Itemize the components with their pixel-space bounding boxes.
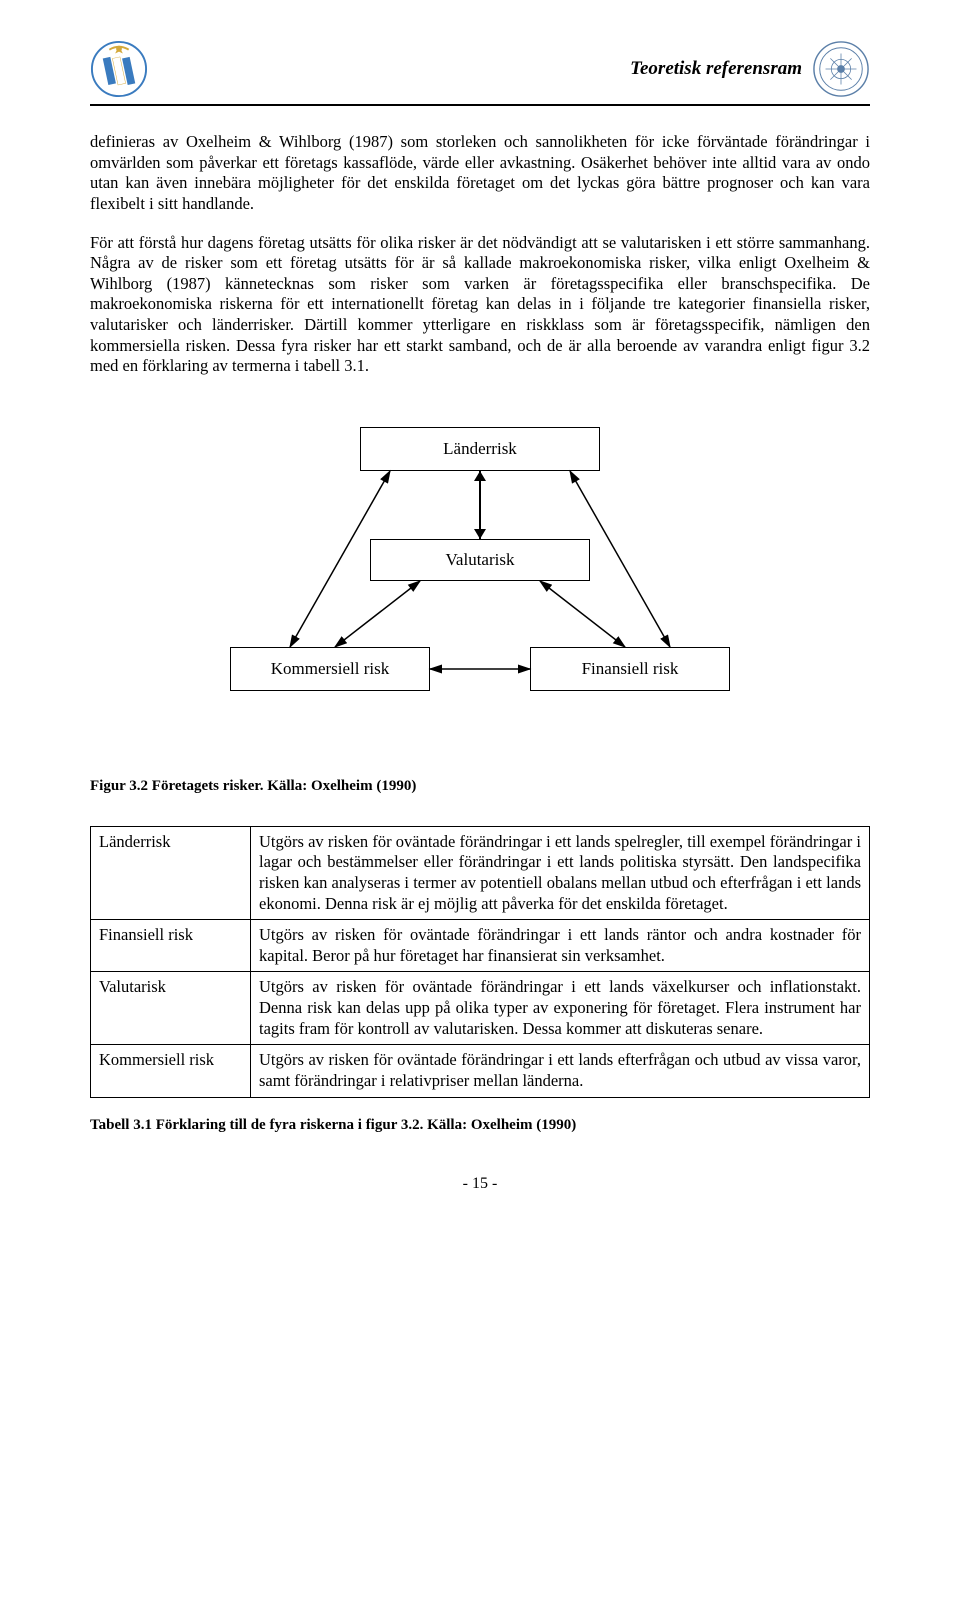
table-row: Kommersiell risk Utgörs av risken för ov… xyxy=(91,1045,870,1097)
emblem-left-icon xyxy=(90,40,148,98)
diagram-label: Finansiell risk xyxy=(582,658,679,679)
table-row: Finansiell risk Utgörs av risken för ovä… xyxy=(91,920,870,972)
term-cell: Valutarisk xyxy=(91,972,251,1045)
def-cell: Utgörs av risken för oväntade förändring… xyxy=(251,972,870,1045)
emblem-right-icon xyxy=(812,40,870,98)
page-number: - 15 - xyxy=(90,1174,870,1194)
diagram-label: Kommersiell risk xyxy=(271,658,390,679)
arrowhead-up-icon xyxy=(474,471,486,481)
def-cell: Utgörs av risken för oväntade förändring… xyxy=(251,1045,870,1097)
table-row: Valutarisk Utgörs av risken för oväntade… xyxy=(91,972,870,1045)
term-cell: Kommersiell risk xyxy=(91,1045,251,1097)
risk-diagram: Länderrisk Valutarisk Kommersiell risk F… xyxy=(200,427,760,747)
diagram-box-valutarisk: Valutarisk xyxy=(370,539,590,581)
header-title: Teoretisk referensram xyxy=(148,57,802,81)
diagram-label: Länderrisk xyxy=(443,438,517,459)
diagram-box-finansiell: Finansiell risk xyxy=(530,647,730,691)
diagram-label: Valutarisk xyxy=(446,549,515,570)
def-cell: Utgörs av risken för oväntade förändring… xyxy=(251,826,870,920)
term-cell: Länderrisk xyxy=(91,826,251,920)
paragraph-1: definieras av Oxelheim & Wihlborg (1987)… xyxy=(90,132,870,215)
diagram-box-landerrisk: Länderrisk xyxy=(360,427,600,471)
paragraph-2: För att förstå hur dagens företag utsätt… xyxy=(90,233,870,377)
page-header: Teoretisk referensram xyxy=(90,40,870,106)
table-caption: Tabell 3.1 Förklaring till de fyra riske… xyxy=(90,1116,870,1135)
figure-caption: Figur 3.2 Företagets risker. Källa: Oxel… xyxy=(90,777,870,796)
table-row: Länderrisk Utgörs av risken för oväntade… xyxy=(91,826,870,920)
diagram-box-kommersiell: Kommersiell risk xyxy=(230,647,430,691)
def-cell: Utgörs av risken för oväntade förändring… xyxy=(251,920,870,972)
arrowhead-down-icon xyxy=(474,529,486,539)
term-cell: Finansiell risk xyxy=(91,920,251,972)
definitions-table: Länderrisk Utgörs av risken för oväntade… xyxy=(90,826,870,1098)
